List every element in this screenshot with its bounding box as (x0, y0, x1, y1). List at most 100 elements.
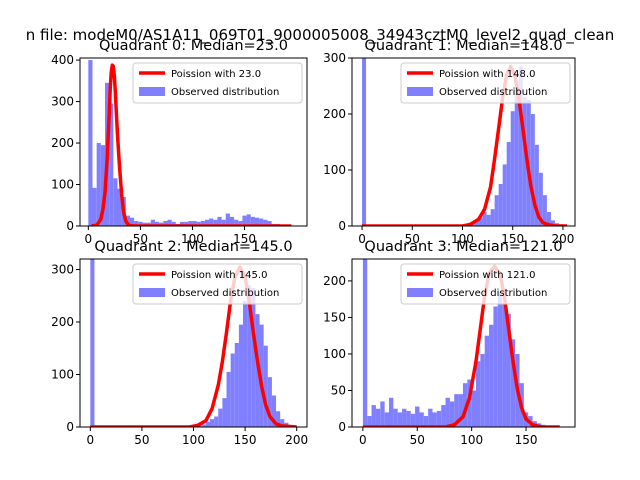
histogram-bar (542, 195, 547, 226)
y-tick-label: 150 (323, 310, 346, 324)
histogram-bar (234, 219, 239, 226)
y-tick-label: 300 (51, 95, 74, 109)
histogram-bar (530, 114, 535, 226)
histogram-bar (397, 412, 403, 427)
histogram-bar (201, 424, 206, 427)
histogram-bar (196, 221, 201, 226)
histogram-bar (497, 291, 503, 427)
histogram-bar (113, 178, 118, 226)
legend: Poission with 148.0 Observed distribution (400, 62, 571, 104)
legend-box (132, 62, 303, 104)
x-tick-label: 150 (233, 232, 256, 246)
poisson-curve (91, 63, 292, 226)
y-tick-label: 200 (323, 274, 346, 288)
panel-title: Quadrant 2: Median=145.0 (94, 239, 292, 255)
legend-label-observed: Observed distribution (439, 87, 547, 98)
y-tick-label: 200 (323, 107, 346, 121)
y-tick-label: 100 (51, 368, 74, 382)
x-tick-label: 100 (182, 433, 205, 447)
legend: Poission with 23.0 Observed distribution (132, 62, 303, 104)
plot-area (90, 259, 297, 427)
histogram-bar (242, 215, 247, 226)
histogram-bar (482, 212, 487, 226)
histogram-bar (267, 377, 272, 427)
histogram-bar (449, 401, 455, 427)
histogram-bar (167, 219, 172, 226)
histogram-bar (218, 408, 223, 427)
x-tick-label: 50 (134, 433, 149, 447)
histogram-bar (506, 142, 511, 226)
histogram-bar (100, 145, 105, 226)
axes-frame (79, 57, 308, 227)
histogram-bar (263, 345, 268, 427)
histogram-bar (518, 66, 523, 226)
histogram-bar (458, 394, 463, 427)
histogram-bar (362, 259, 368, 427)
histogram-bar (502, 302, 507, 427)
histogram-bar (441, 405, 446, 427)
y-tick-label: 0 (66, 420, 74, 434)
histogram-bar (538, 172, 543, 226)
histogram-bar (489, 324, 494, 427)
histogram-bar (280, 419, 285, 427)
histogram-bar (213, 219, 218, 226)
axes-frame (351, 258, 576, 428)
panel-quadrant-1: Quadrant 1: Median=148.0 0 50 100 150 200 0 100… (323, 38, 576, 246)
x-tick-label: 0 (358, 232, 366, 246)
x-tick-label: 0 (359, 433, 367, 447)
y-tick-label: 400 (51, 53, 74, 67)
y-tick-label: 200 (51, 315, 74, 329)
histogram-bar (474, 221, 479, 226)
y-tick-label: 100 (51, 178, 74, 192)
panel-quadrant-0: Quadrant 0: Median=23.0 0 50 100 150 0 100 200 3… (51, 38, 308, 246)
x-tick-label: 100 (181, 232, 204, 246)
histogram-bar (96, 143, 101, 226)
histogram-bar (402, 408, 407, 427)
legend-label-observed: Observed distribution (171, 87, 279, 98)
histogram-bar (506, 313, 511, 427)
histogram-bar (550, 220, 555, 226)
histogram-bar (476, 361, 481, 427)
histogram-bar (478, 217, 483, 226)
histogram-bar (445, 397, 450, 427)
histogram-bar (117, 188, 122, 226)
histogram-bar (423, 416, 429, 427)
y-tick-label: 100 (323, 163, 346, 177)
x-tick-label: 150 (501, 232, 524, 246)
y-tick-label: 0 (66, 219, 74, 233)
histogram-bar (254, 217, 260, 226)
histogram-bar (150, 219, 155, 226)
y-tick-label: 0 (338, 420, 346, 434)
histogram-bar (502, 164, 507, 226)
x-tick-label: 200 (285, 433, 308, 447)
histogram-bar (436, 410, 442, 427)
histogram-bar (251, 287, 256, 427)
legend: Poission with 121.0 Observed distribution (400, 263, 571, 305)
histogram-bar (271, 395, 277, 427)
legend-box (132, 263, 303, 305)
histogram-bar (209, 218, 214, 226)
histogram-bar (229, 216, 235, 226)
histogram-bar (490, 209, 495, 226)
panel-title: Quadrant 1: Median=148.0 (364, 38, 562, 54)
histogram-bar (510, 111, 515, 226)
histogram-bar (410, 413, 416, 427)
histogram-bar (204, 219, 210, 226)
histogram-bar (467, 379, 472, 427)
histogram-bar (454, 394, 459, 427)
panel-quadrant-3: Quadrant 3: Median=121.0 0 50 100 150 0 50 100 1… (323, 239, 576, 447)
histogram-bar (243, 301, 248, 427)
x-tick-label: 100 (460, 433, 483, 447)
histogram-bar (154, 221, 160, 226)
histogram-bar (184, 221, 189, 226)
legend-label-poisson: Poission with 23.0 (171, 69, 261, 80)
x-tick-label: 150 (234, 433, 257, 447)
histogram-bar (134, 221, 139, 226)
legend: Poission with 145.0 Observed distribution (132, 263, 303, 305)
panel-quadrant-2: Quadrant 2: Median=145.0 0 50 100 150 200 0 100… (51, 239, 308, 447)
histogram-bar (367, 416, 372, 427)
y-tick-label: 50 (331, 383, 346, 397)
histogram-bar (480, 353, 485, 427)
histogram-bar (238, 221, 243, 226)
histogram-bar (419, 412, 424, 427)
